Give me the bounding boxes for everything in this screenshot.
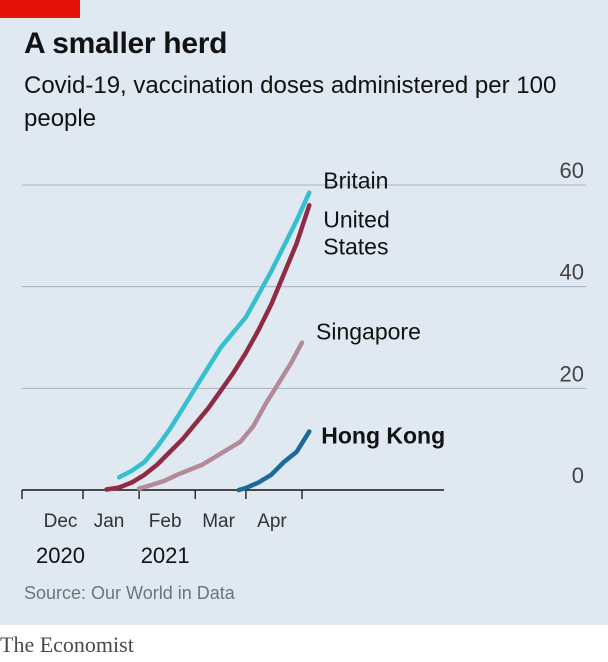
source-note: Source: Our World in Data: [24, 583, 235, 603]
x-axis: Dec 2020 Jan Feb 2021 Mar Apr: [21, 489, 444, 568]
y-axis-ticks: 0 20 40 60: [560, 158, 584, 488]
y-tick-label: 20: [560, 361, 584, 386]
x-year-label: 2020: [36, 543, 85, 568]
x-tick-label: Apr: [257, 511, 287, 532]
series-line-hong-kong: [236, 429, 312, 493]
chart-title: A smaller herd: [24, 27, 228, 60]
line-chart: 0 20 40 60 Dec 2020 Jan Feb 2021 Mar Apr Britain U…: [21, 158, 586, 568]
series-line-singapore: [136, 340, 305, 491]
series-lines: [104, 190, 312, 493]
x-tick-label: Feb: [149, 511, 182, 532]
series-label-britain: Britain: [323, 168, 388, 194]
series-label-singapore: Singapore: [316, 319, 421, 345]
y-tick-label: 40: [560, 260, 584, 285]
gridlines: [22, 184, 586, 389]
brand-wordmark: The Economist: [0, 632, 134, 657]
brand-red-tag: [0, 0, 80, 18]
series-label-united-states: United: [323, 206, 389, 232]
y-tick-label: 60: [560, 158, 584, 183]
series-line-britain: [116, 190, 312, 480]
chart-card: [0, 0, 608, 625]
series-line-united-states: [104, 203, 312, 492]
x-tick-label: Mar: [202, 511, 235, 532]
x-year-label: 2021: [141, 543, 190, 568]
y-tick-label: 0: [572, 463, 584, 488]
chart-subtitle: Covid-19, vaccination doses administered…: [24, 72, 557, 132]
series-label-hong-kong: Hong Kong: [321, 423, 445, 449]
x-tick-label: Dec: [44, 511, 78, 532]
series-label-united-states: States: [323, 233, 388, 259]
x-tick-label: Jan: [94, 511, 125, 532]
